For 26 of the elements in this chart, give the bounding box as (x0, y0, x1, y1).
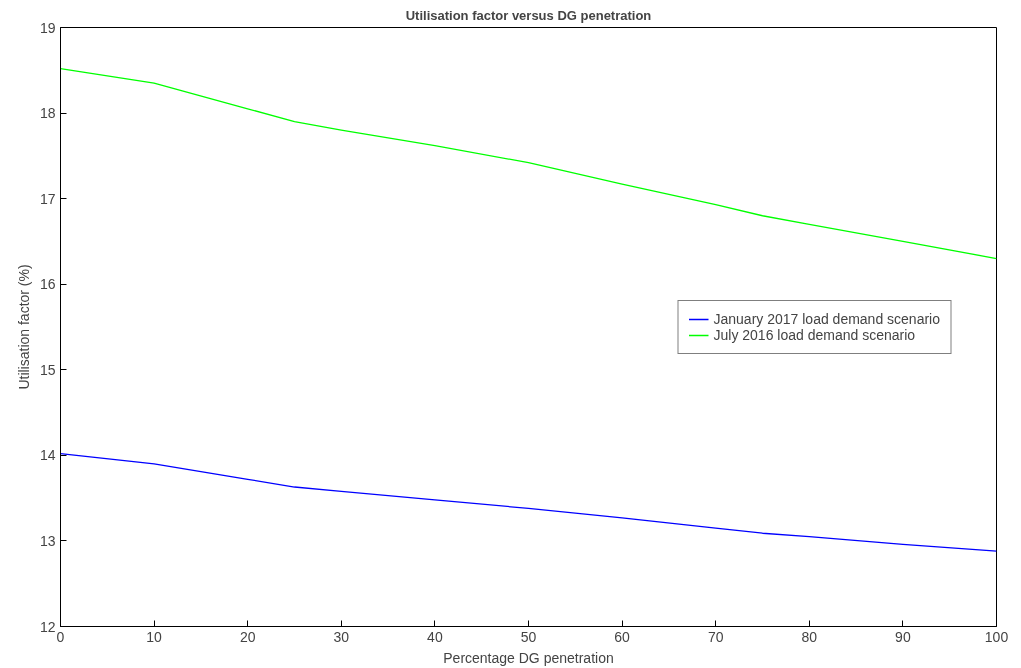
x-tick-label: 90 (895, 628, 911, 645)
y-tick-label: 19 (39, 19, 56, 36)
y-tick-label: 18 (39, 105, 56, 122)
y-tick-label: 13 (39, 532, 56, 549)
y-tick-label: 16 (39, 276, 56, 293)
line-series (60, 453, 997, 552)
x-tick-label: 30 (333, 628, 350, 645)
y-tick-label: 14 (39, 447, 56, 464)
x-tick-label: 0 (56, 628, 65, 645)
x-tick-label: 70 (707, 628, 724, 645)
x-axis-title: Percentage DG penetration (443, 649, 614, 666)
y-axis-title: Utilisation factor (%) (15, 264, 32, 390)
line-series (60, 67, 997, 260)
y-tick-label: 17 (39, 190, 56, 207)
x-tick-label: 80 (801, 628, 818, 645)
chart-title: Utilisation factor versus DG penetration (405, 7, 652, 23)
x-tick-label: 50 (520, 628, 537, 645)
x-tick-label: 20 (239, 628, 256, 645)
y-tick-label: 12 (39, 618, 56, 635)
legend-label: July 2016 load demand scenario (713, 326, 916, 343)
y-tick-label: 15 (39, 361, 56, 378)
x-tick-label: 60 (614, 628, 631, 645)
x-tick-label: 100 (984, 628, 1009, 645)
legend-label: January 2017 load demand scenario (713, 310, 940, 327)
x-tick-label: 10 (146, 628, 163, 645)
x-tick-label: 40 (427, 628, 443, 645)
